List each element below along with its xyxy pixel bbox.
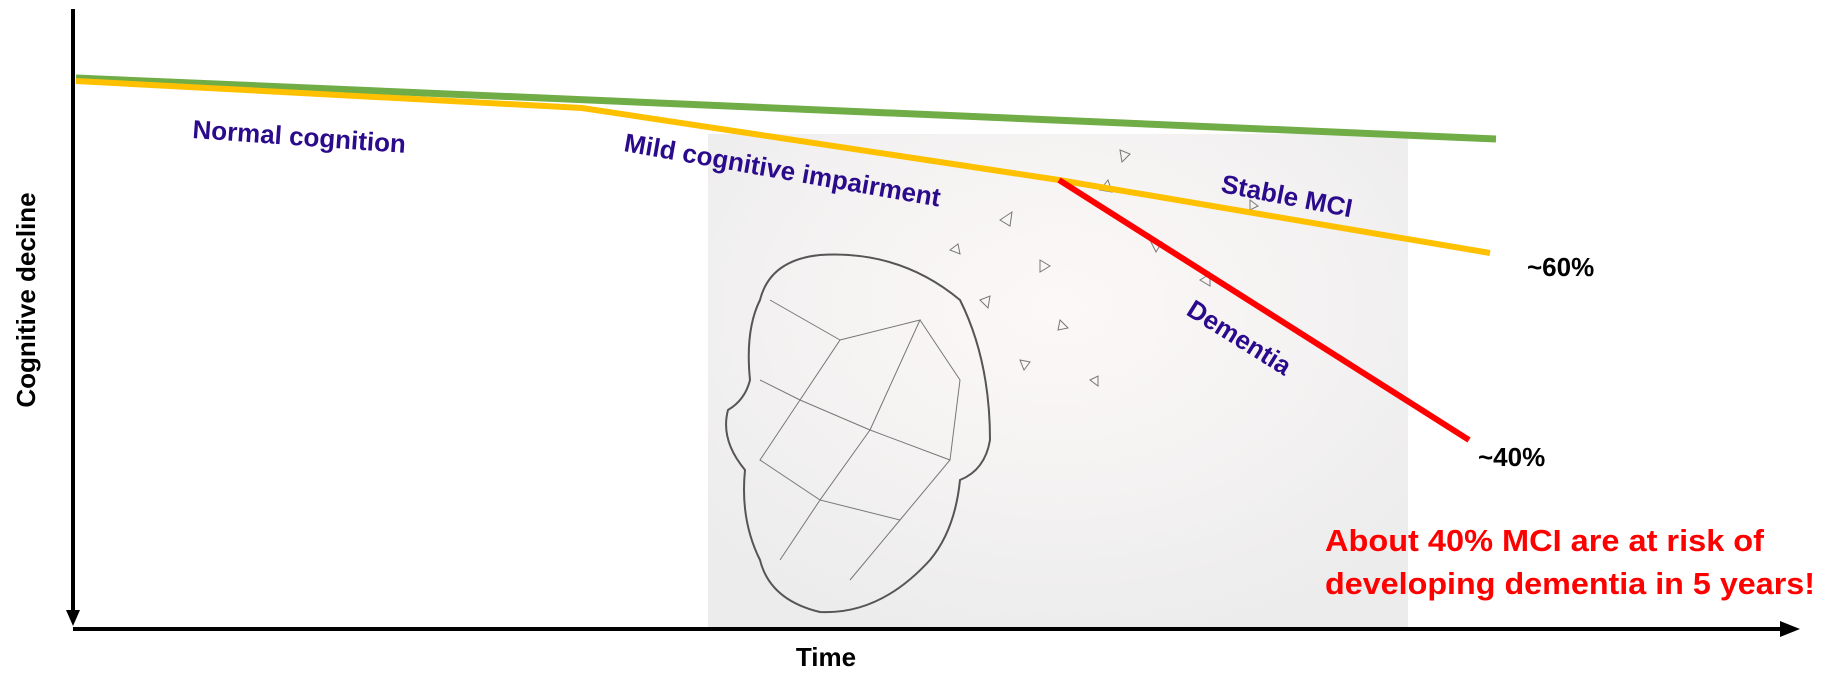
note-text: About 40% MCI are at risk of [1325, 523, 1765, 558]
note-text: developing dementia in 5 years! [1325, 566, 1815, 601]
y-arrow [66, 610, 80, 626]
mci-line [75, 78, 1491, 256]
outcome-label: ~40% [1478, 442, 1545, 472]
stage-label: Normal cognition [192, 114, 407, 159]
dementia-line [1057, 177, 1471, 443]
x-axis-label: Time [796, 642, 856, 672]
normal-line [75, 74, 1497, 143]
x-arrow [1780, 621, 1800, 637]
head-outline [725, 253, 992, 614]
y-axis-label: Cognitive decline [11, 192, 41, 407]
outcome-label: ~60% [1527, 252, 1594, 282]
